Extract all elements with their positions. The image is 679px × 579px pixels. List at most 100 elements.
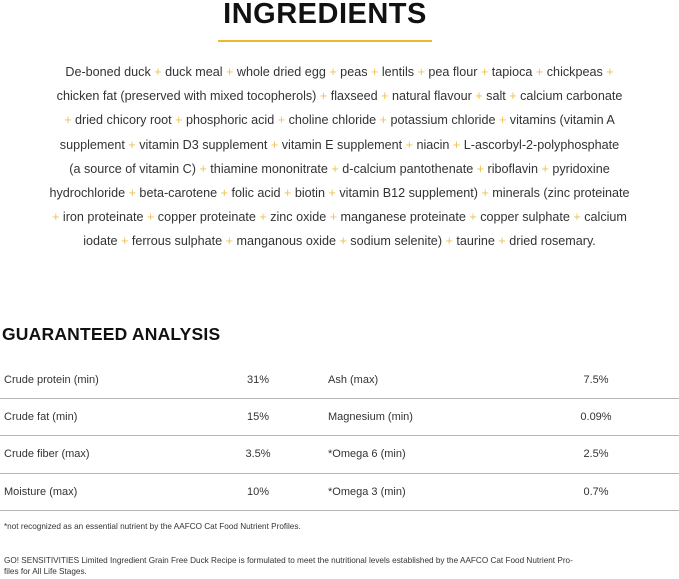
plus-separator: + [339,234,347,249]
ingredient-text: sodium selenite) [346,234,446,249]
ingredient-text: calcium [580,210,627,225]
footnote: *not recognized as an essential nutrient… [4,522,301,531]
plus-separator: + [225,234,234,249]
ingredient-text: d-calcium pantothenate [338,161,477,176]
plus-separator: + [277,113,286,128]
ingredients-line: supplement + vitamin D3 supplement + vit… [0,133,679,157]
ingredients-line: (a source of vitamin C) + thiamine monon… [0,157,679,181]
plus-separator: + [128,185,136,200]
nutrient-label: Crude protein (min) [4,374,99,386]
plus-separator: + [154,65,162,79]
plus-separator: + [331,161,339,176]
ingredient-text: vitamin D3 supplement [135,137,271,152]
plus-separator: + [328,185,336,200]
ingredient-text: (a source of vitamin C) [69,161,200,176]
plus-separator: + [220,185,229,200]
plus-separator: + [64,113,72,128]
nutrient-value: 31% [246,374,270,386]
table-row: Moisture (max) 10% *Omega 3 (min) 0.7% [0,473,679,511]
ingredients-line: chicken fat (preserved with mixed tocoph… [0,84,679,108]
ingredients-line: iodate + ferrous sulphate + manganous ox… [0,229,679,253]
plus-separator: + [175,113,183,128]
plus-separator: + [417,65,425,79]
plus-separator: + [573,210,581,225]
ingredient-text: chicken fat (preserved with mixed tocoph… [56,89,320,104]
plus-separator: + [381,89,389,104]
ingredient-text: potassium chloride [386,113,499,128]
ingredient-text: vitamins (vitamin A [506,113,615,128]
plus-separator: + [371,65,379,79]
nutrient-label: Moisture (max) [4,486,78,498]
plus-separator: + [509,89,517,104]
ingredients-line: De-boned duck + duck meal + whole dried … [0,60,679,84]
ingredient-text: calcium carbonate [516,89,623,104]
ingredient-text: ferrous sulphate [128,234,226,249]
plus-separator: + [498,234,506,249]
ingredient-text: manganous oxide [233,234,340,249]
nutrient-value: 0.7% [583,486,609,498]
plus-separator: + [199,161,207,176]
table-row: Crude protein (min) 31% Ash (max) 7.5% [0,361,679,399]
ingredient-text: tapioca [488,65,536,79]
ingredient-text: peas [336,65,371,79]
plus-separator: + [541,161,549,176]
guaranteed-analysis-heading: GUARANTEED ANALYSIS [2,324,221,344]
ingredient-text: chickpeas [543,65,607,79]
plus-separator: + [146,210,155,225]
plus-separator: + [452,137,461,152]
ingredient-text: manganese proteinate [337,210,470,225]
plus-separator: + [480,65,489,79]
ingredients-line: + iron proteinate + copper proteinate + … [0,205,679,229]
ingredient-text: dried chicory root [71,113,176,128]
nutrient-label: Crude fat (min) [4,411,78,423]
ingredient-text: dried rosemary. [505,234,596,249]
plus-separator: + [52,210,60,225]
aafco-statement: GO! SENSITIVITIES Limited Ingredient Gra… [4,556,573,565]
ingredient-text: minerals (zinc proteinate [488,185,630,200]
ingredient-text: thiamine mononitrate [206,161,332,176]
ingredients-heading: INGREDIENTS [223,0,427,30]
ingredient-text: riboflavin [484,161,542,176]
plus-separator: + [284,185,292,200]
nutrient-value: 7.5% [583,374,609,386]
ingredient-text: phosphoric acid [182,113,278,128]
plus-separator: + [476,161,485,176]
ingredient-text: vitamin B12 supplement) [335,185,482,200]
plus-separator: + [128,137,136,152]
ingredient-text: iodate [83,234,121,249]
nutrient-value: 0.09% [580,411,612,423]
ingredients-line: hydrochloride + beta-carotene + folic ac… [0,181,679,205]
nutrient-label: Ash (max) [328,374,379,386]
nutrient-label: *Omega 3 (min) [328,486,406,498]
ingredient-text: lentils [378,65,418,79]
plus-separator: + [270,137,279,152]
ingredient-text: salt [482,89,510,104]
ingredient-text: niacin [413,137,453,152]
ingredient-text: folic acid [228,185,285,200]
ingredient-text: zinc oxide [266,210,330,225]
ingredient-text: copper proteinate [154,210,260,225]
ingredient-text: flaxseed [327,89,382,104]
plus-separator: + [498,113,507,128]
nutrient-value: 15% [246,411,270,423]
plus-separator: + [405,137,413,152]
plus-separator: + [259,210,267,225]
ingredient-text: De-boned duck [65,65,155,79]
plus-separator: + [481,185,489,200]
ingredient-text: beta-carotene [135,185,221,200]
ingredient-text: vitamin E supplement [278,137,406,152]
ingredient-text: taurine [452,234,499,249]
plus-separator: + [535,65,544,79]
plus-separator: + [329,210,338,225]
nutrient-label: Crude fiber (max) [4,448,90,460]
heading-underline [218,40,432,42]
nutrient-label: *Omega 6 (min) [328,448,406,460]
ingredient-text: biotin [291,185,329,200]
table-row: Crude fat (min) 15% Magnesium (min) 0.09… [0,398,679,436]
ingredient-text: L-ascorbyl-2-polyphosphate [460,137,620,152]
aafco-statement-cont: files for All Life Stages. [4,567,87,576]
nutrient-label: Magnesium (min) [328,411,413,423]
plus-separator: + [121,234,129,249]
nutrient-value: 2.5% [583,448,609,460]
table-row: Crude fiber (max) 3.5% *Omega 6 (min) 2.… [0,435,679,474]
